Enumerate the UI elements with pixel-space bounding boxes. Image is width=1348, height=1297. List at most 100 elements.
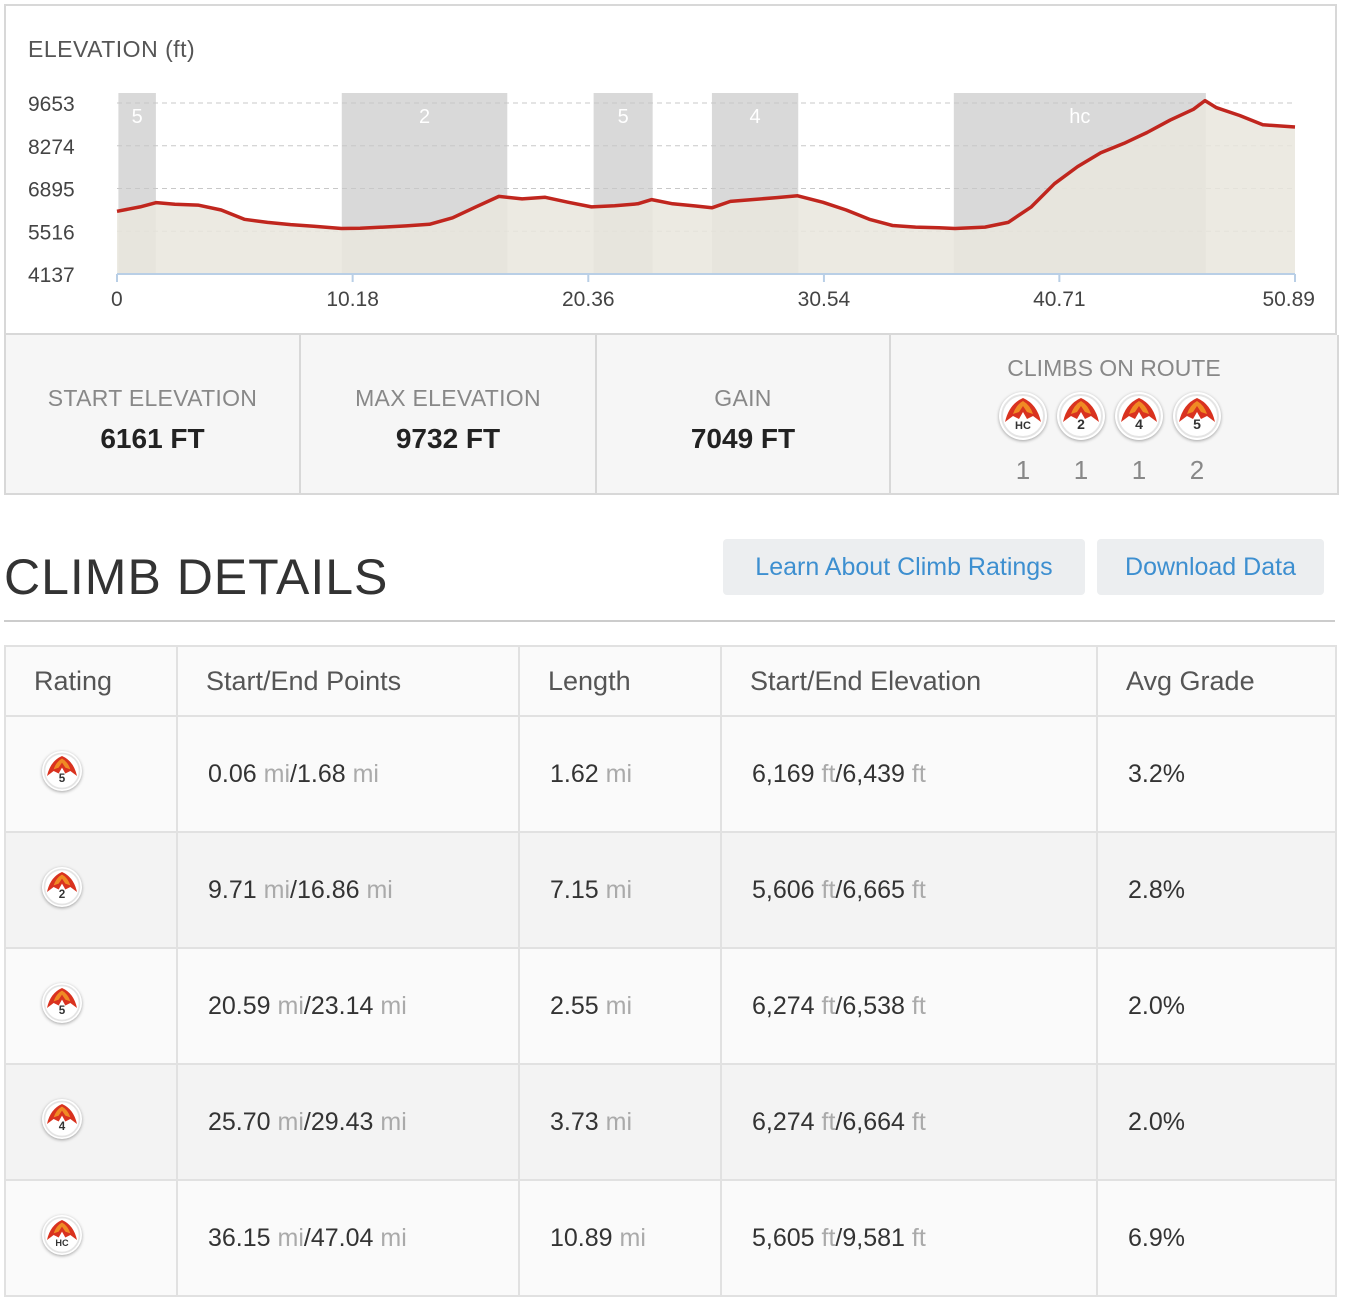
distance-unit: mi [263, 759, 291, 788]
start-elevation-value: 6161 FT [100, 423, 205, 454]
table-row: 2 9.71 mi/16.86 mi 7.15 mi 5,606 ft/6,665 f… [4, 831, 1337, 949]
download-data-button[interactable]: Download Data [1097, 539, 1324, 595]
climb-category-5-icon: 5 [1173, 392, 1221, 440]
gain-value: 7049 FT [690, 423, 796, 454]
points-cell: 0.06 mi/1.68 mi [176, 715, 520, 833]
badge-rating-text: 5 [59, 771, 66, 784]
distance-unit: mi [263, 875, 291, 904]
avg-grade: 6.9% [1128, 1223, 1185, 1252]
table-row: 5 0.06 mi/1.68 mi 1.62 mi 6,169 ft/6,439 ft… [4, 715, 1337, 833]
points-cell: 9.71 mi/16.86 mi [176, 831, 520, 949]
column-header-rating: Rating [4, 645, 178, 717]
max-elevation-value: 9732 FT [395, 423, 501, 454]
climb-count: 1 [1015, 455, 1031, 485]
climb-category-2-icon: 2 [42, 866, 82, 907]
climb-category-5-icon: 5 [42, 982, 82, 1023]
climb-category-2-icon: 2 [1057, 392, 1105, 440]
points-cell: 25.70 mi/29.43 mi [176, 1063, 520, 1181]
start-elevation: 5,606 [752, 875, 815, 904]
distance-unit: mi [352, 759, 379, 788]
climb-count-list: 1 1 1 2 [999, 455, 1221, 486]
table-row: 5 20.59 mi/23.14 mi 2.55 mi 6,274 ft/6,538 … [4, 947, 1337, 1065]
column-header-grade: Avg Grade [1096, 645, 1337, 717]
x-tick-label: 10.18 [326, 288, 379, 311]
mountain-icon: 5 [43, 752, 81, 789]
climb-badge-list: HC 2 4 5 [999, 392, 1221, 440]
x-tick-label: 50.89 [1262, 288, 1315, 311]
distance-unit: mi [277, 1223, 304, 1252]
mountain-icon: 5 [1175, 394, 1219, 438]
climb-band-label: 5 [132, 106, 143, 128]
max-elevation-label: MAX ELEVATION [355, 385, 541, 411]
climb-band-label: hc [1069, 106, 1090, 128]
length-cell: 2.55 mi [518, 947, 722, 1065]
climb-category-hc-icon: HC [999, 392, 1047, 440]
end-point: 1.68 [296, 759, 346, 788]
end-point: 16.86 [296, 875, 360, 904]
mountain-icon: 4 [1117, 394, 1161, 438]
elevation-cell: 5,606 ft/6,665 ft [720, 831, 1098, 949]
end-point: 29.43 [310, 1107, 374, 1136]
start-elevation-label: START ELEVATION [47, 385, 258, 411]
learn-climb-ratings-button[interactable]: Learn About Climb Ratings [723, 539, 1085, 595]
x-tick-label: 0 [111, 288, 123, 311]
gain-stat: GAIN 7049 FT [597, 335, 891, 493]
climb-category-4-icon: 4 [42, 1098, 82, 1139]
elevation-line [116, 98, 1296, 231]
grade-cell: 3.2% [1096, 715, 1337, 833]
distance-unit: mi [380, 1107, 407, 1136]
elevation-area [117, 100, 1295, 274]
grade-cell: 2.0% [1096, 947, 1337, 1065]
climbs-on-route-label: CLIMBS ON ROUTE [1007, 355, 1221, 381]
elevation-unit: ft [821, 759, 836, 788]
length-cell: 7.15 mi [518, 831, 722, 949]
length-value: 10.89 [550, 1223, 613, 1252]
distance-unit: mi [277, 991, 304, 1020]
elevation-unit: ft [911, 759, 926, 788]
distance-unit: mi [605, 1107, 633, 1136]
x-tick-label: 40.71 [1033, 288, 1086, 311]
climb-count: 2 [1189, 455, 1205, 485]
chart-title: ELEVATION (ft) [28, 36, 196, 62]
column-header-points: Start/End Points [176, 645, 520, 717]
end-elevation: 6,665 [842, 875, 905, 904]
mountain-icon: 5 [43, 984, 81, 1021]
climb-band-label: 2 [419, 106, 430, 128]
x-tick-label: 20.36 [562, 288, 615, 311]
y-tick-label: 8274 [28, 136, 75, 159]
climb-details-title: CLIMB DETAILS [4, 549, 389, 605]
elevation-unit: ft [821, 1107, 836, 1136]
end-elevation: 9,581 [842, 1223, 905, 1252]
elevation-cell: 6,274 ft/6,538 ft [720, 947, 1098, 1065]
avg-grade: 2.8% [1128, 875, 1185, 904]
gain-label: GAIN [714, 385, 772, 411]
badge-rating-text: 5 [59, 1003, 66, 1016]
rating-cell: 2 [4, 831, 178, 949]
rating-cell: 5 [4, 715, 178, 833]
climb-count: 1 [1131, 455, 1147, 485]
distance-unit: mi [380, 1223, 407, 1252]
elevation-chart: 5 2 5 4 hc 9653 8274 6895 5516 4137 0 10.18 20.36 30.… [28, 93, 1315, 311]
start-point: 20.59 [208, 991, 271, 1020]
y-tick-label: 5516 [28, 221, 75, 244]
start-point: 9.71 [208, 875, 257, 904]
elevation-cell: 5,605 ft/9,581 ft [720, 1179, 1098, 1297]
points-cell: 36.15 mi/47.04 mi [176, 1179, 520, 1297]
badge-rating-text: 2 [1077, 416, 1085, 432]
end-point: 47.04 [310, 1223, 374, 1252]
elevation-unit: ft [911, 1223, 926, 1252]
start-elevation: 6,169 [752, 759, 815, 788]
table-header-row: Rating Start/End Points Length Start/End… [4, 645, 1337, 717]
avg-grade: 2.0% [1128, 1107, 1185, 1136]
max-elevation-stat: MAX ELEVATION 9732 FT [301, 335, 597, 493]
climb-band-label: 4 [750, 106, 761, 128]
length-cell: 10.89 mi [518, 1179, 722, 1297]
y-tick-label: 9653 [28, 93, 75, 116]
end-point: 23.14 [310, 991, 374, 1020]
length-value: 7.15 [550, 875, 599, 904]
distance-unit: mi [619, 1223, 646, 1252]
elevation-unit: ft [821, 991, 836, 1020]
elevation-cell: 6,274 ft/6,664 ft [720, 1063, 1098, 1181]
climb-category-5-icon: 5 [42, 750, 82, 791]
y-tick-label: 4137 [28, 264, 75, 287]
